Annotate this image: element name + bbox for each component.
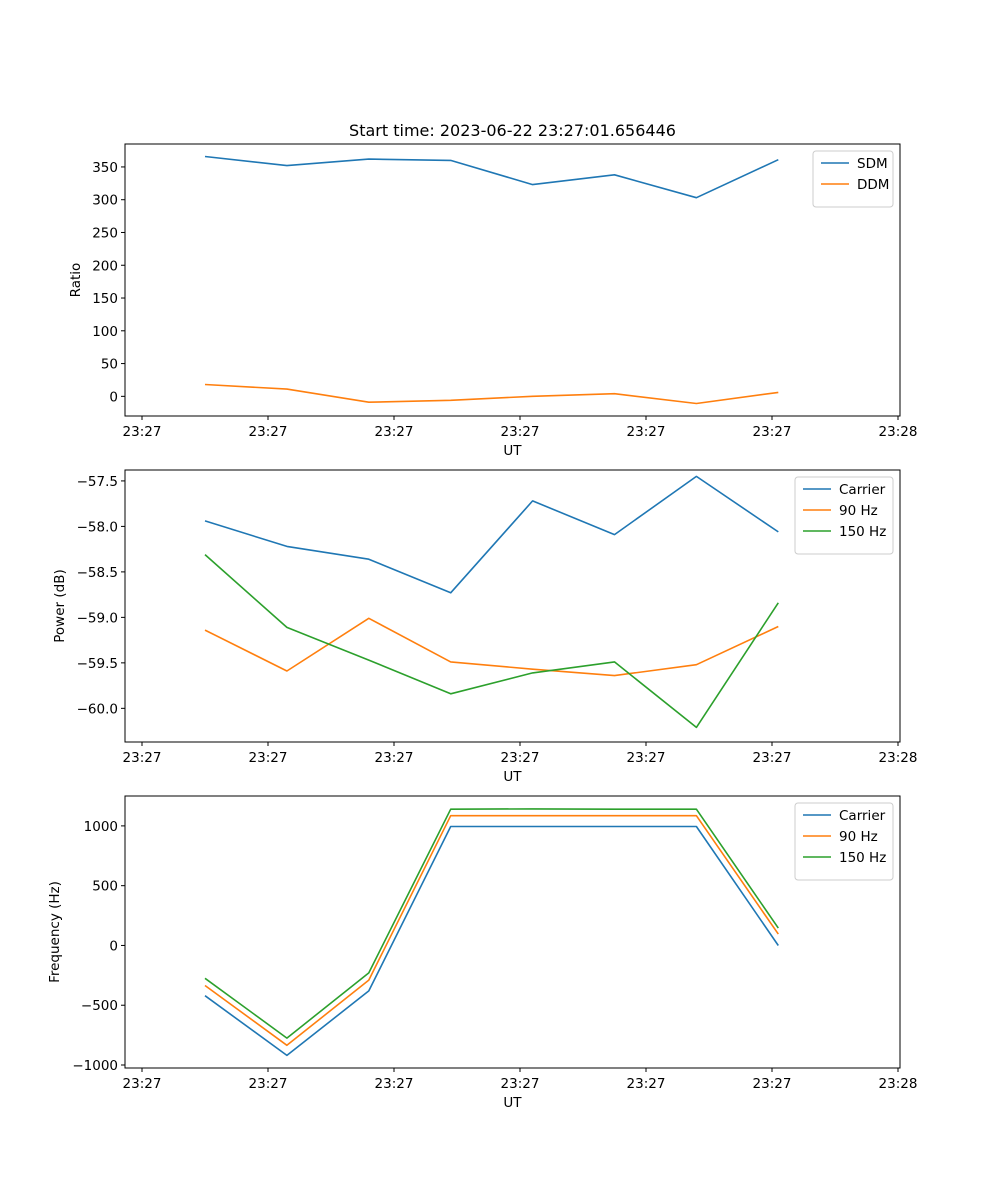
series-line-carrier: [204, 475, 779, 594]
x-tick-label: 23:28: [879, 750, 918, 766]
y-tick-label: 300: [92, 193, 118, 209]
x-tick-label: 23:27: [753, 750, 792, 766]
axes-frame: [124, 469, 901, 743]
x-tick-label: 23:27: [627, 750, 666, 766]
series-line-ddm: [204, 383, 779, 405]
x-axis-label: UT: [503, 443, 522, 459]
legend-label: 90 Hz: [839, 503, 878, 519]
x-tick-label: 23:27: [375, 424, 414, 440]
y-tick-label: −59.0: [77, 610, 118, 626]
x-axis-label: UT: [503, 1095, 522, 1111]
legend-label: Carrier: [839, 482, 886, 498]
x-tick-label: 23:27: [123, 1076, 162, 1092]
y-tick-label: −59.5: [77, 656, 118, 672]
series-line-90-hz: [204, 617, 779, 677]
y-tick-label: 350: [92, 160, 118, 176]
y-axis-label: Frequency (Hz): [47, 881, 63, 983]
legend-box: [794, 802, 894, 881]
x-tick-label: 23:28: [879, 424, 918, 440]
y-tick-label: 100: [92, 324, 118, 340]
series-line-sdm: [204, 155, 779, 199]
x-tick-label: 23:27: [753, 424, 792, 440]
x-tick-label: 23:27: [627, 424, 666, 440]
x-tick-label: 23:27: [375, 750, 414, 766]
x-tick-label: 23:27: [753, 1076, 792, 1092]
legend-box: [794, 476, 894, 555]
legend-label: DDM: [857, 177, 889, 193]
y-axis-label: Power (dB): [52, 569, 68, 642]
subplot-power: 23:27 23:27 23:27 23:27 23:27 23:27 23:28 −57.5…: [52, 469, 918, 785]
y-tick-label: 150: [92, 291, 118, 307]
x-tick-label: 23:27: [501, 750, 540, 766]
x-tick-label: 23:27: [249, 750, 288, 766]
y-tick-label: −58.5: [77, 565, 118, 581]
legend-label: 150 Hz: [839, 850, 886, 866]
x-tick-label: 23:27: [375, 1076, 414, 1092]
y-tick-label: 200: [92, 258, 118, 274]
series-line-150-hz: [204, 554, 779, 729]
y-tick-label: 0: [109, 938, 118, 954]
subplot-frequency: 23:27 23:27 23:27 23:27 23:27 23:27 23:28 1000 5…: [47, 795, 918, 1111]
x-axis-label: UT: [503, 769, 522, 785]
x-tick-label: 23:27: [249, 424, 288, 440]
subplot-ratio: 23:27 23:27 23:27 23:27 23:27 23:27 23:28 0 50 10…: [68, 143, 918, 459]
series-line-carrier: [204, 825, 779, 1057]
legend-box: [812, 150, 894, 208]
y-tick-label: 500: [92, 879, 118, 895]
legend-label: Carrier: [839, 808, 886, 824]
y-tick-label: −1000: [72, 1058, 118, 1074]
legend-label: 150 Hz: [839, 524, 886, 540]
figure-title: Start time: 2023-06-22 23:27:01.656446: [349, 121, 676, 140]
series-line-150-hz: [204, 808, 779, 1039]
legend-label: SDM: [857, 156, 888, 172]
y-tick-label: 250: [92, 225, 118, 241]
y-tick-label: −57.5: [77, 474, 118, 490]
series-line-90-hz: [204, 814, 779, 1047]
x-tick-label: 23:28: [879, 1076, 918, 1092]
y-tick-label: −60.0: [77, 701, 118, 717]
axes-frame: [124, 795, 901, 1069]
y-tick-label: 1000: [84, 819, 118, 835]
x-tick-label: 23:27: [501, 1076, 540, 1092]
x-tick-label: 23:27: [123, 424, 162, 440]
x-tick-label: 23:27: [501, 424, 540, 440]
legend-label: 90 Hz: [839, 829, 878, 845]
y-tick-label: −58.0: [77, 519, 118, 535]
x-tick-label: 23:27: [627, 1076, 666, 1092]
axes-frame: [124, 143, 901, 417]
y-axis-label: Ratio: [68, 263, 84, 298]
y-tick-label: −500: [81, 998, 118, 1014]
y-tick-label: 0: [109, 389, 118, 405]
y-tick-label: 50: [101, 357, 118, 373]
x-tick-label: 23:27: [249, 1076, 288, 1092]
x-tick-label: 23:27: [123, 750, 162, 766]
